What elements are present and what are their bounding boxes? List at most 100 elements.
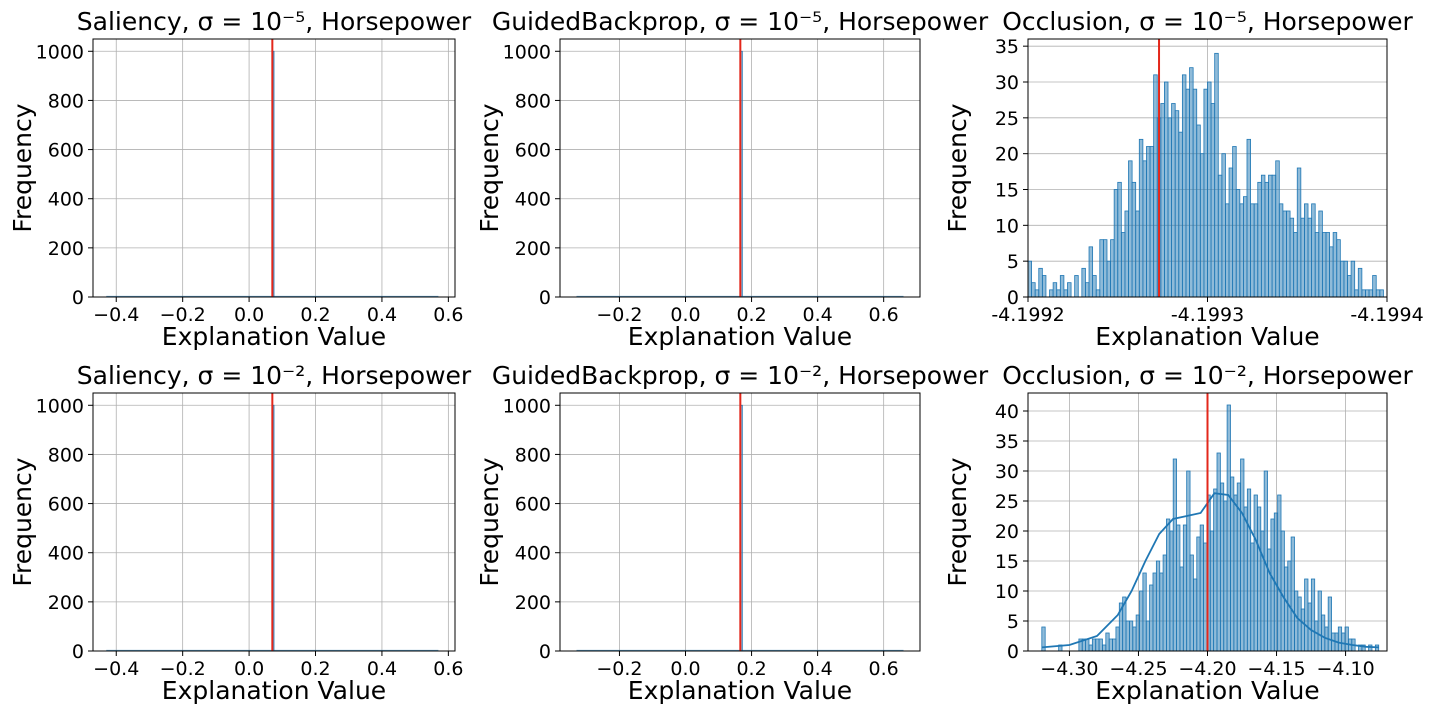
y-tick-label: 600 — [515, 140, 551, 162]
histogram-bar — [1112, 638, 1117, 652]
histogram-bar — [1162, 554, 1167, 652]
histogram-bar — [1142, 572, 1147, 652]
histogram-bar — [1124, 210, 1129, 298]
histogram-bar — [1317, 590, 1322, 652]
y-tick-label: 800 — [515, 444, 551, 466]
histogram-bar — [1152, 572, 1157, 652]
histogram-bar — [1088, 644, 1093, 652]
histogram-bar — [1246, 488, 1252, 652]
histogram-bar — [1225, 203, 1230, 298]
histogram-bar — [1357, 267, 1363, 298]
axes-frame — [559, 38, 921, 298]
histogram-bar — [1128, 160, 1133, 298]
y-tick-label: 0 — [72, 287, 84, 309]
histogram-bar — [1085, 638, 1090, 652]
histogram-bar — [1132, 626, 1137, 652]
histogram-bar — [1321, 614, 1326, 652]
y-tick-label: 600 — [515, 494, 551, 516]
histogram-bar — [1196, 536, 1201, 652]
x-tick-label: −4.10 — [1316, 658, 1374, 680]
y-tick-label: 35 — [995, 431, 1019, 453]
histogram-bar — [1185, 88, 1190, 298]
histogram-bar — [1167, 117, 1173, 298]
y-tick-label: 0 — [539, 287, 551, 309]
y-tick-label: 5 — [1007, 251, 1019, 273]
histogram-bar — [1271, 174, 1277, 298]
histogram-bar — [1286, 210, 1291, 298]
histogram-bar — [1343, 260, 1348, 298]
histogram-bar — [1142, 160, 1147, 298]
histogram-bar — [1125, 620, 1130, 652]
histogram-bar — [1176, 524, 1181, 652]
histogram-bar — [1174, 110, 1180, 298]
histogram-bar — [1240, 458, 1245, 652]
histogram-bar — [1210, 103, 1216, 298]
y-axis-label: Frequency — [475, 457, 504, 586]
histogram-bar — [1102, 239, 1108, 298]
histogram-bar — [1115, 626, 1120, 652]
histogram-bar — [1120, 232, 1126, 298]
subplot-title: Occlusion, σ = 10⁻², Horsepower — [1002, 361, 1413, 390]
histogram-bar — [1169, 530, 1174, 652]
y-tick-label: 400 — [515, 543, 551, 565]
x-tick-label: 0.0 — [234, 304, 264, 326]
x-tick-label: 0.2 — [736, 304, 766, 326]
x-tick-label: −4.30 — [1040, 658, 1098, 680]
y-tick-label: 1000 — [503, 395, 551, 417]
histogram-bar — [1365, 289, 1370, 298]
histogram-bar — [1192, 88, 1198, 298]
histogram-bar — [1278, 203, 1284, 298]
y-axis-label: Frequency — [8, 103, 37, 232]
x-tick-label: 0.0 — [234, 658, 264, 680]
histogram-bar — [1085, 282, 1090, 298]
histogram-bar — [1321, 232, 1327, 298]
x-tick-label: 0.2 — [736, 658, 766, 680]
y-tick-label: 600 — [48, 494, 84, 516]
histogram-bar — [1131, 181, 1137, 298]
histogram-bar — [1268, 174, 1273, 298]
histogram-bar — [1149, 584, 1154, 652]
histogram-bar — [1257, 506, 1262, 652]
histogram-bar — [1296, 167, 1302, 298]
histogram-bar — [1166, 518, 1171, 652]
histogram-bar — [1199, 524, 1204, 652]
histogram-bar — [1178, 131, 1183, 298]
subplot-5: −0.2 0.0 0.2 0.4 0.6 0 200 400 600 800 1000 GuidedB… — [475, 361, 989, 705]
y-tick-label: 35 — [995, 36, 1019, 58]
histogram-bar — [1361, 289, 1366, 298]
y-tick-label: 800 — [48, 90, 84, 112]
histogram-bar — [1350, 260, 1356, 298]
y-tick-label: 400 — [48, 189, 84, 211]
kde-curve — [1041, 492, 1379, 649]
y-tick-label: 1000 — [36, 395, 84, 417]
histogram-bar — [1221, 153, 1226, 298]
y-tick-label: 10 — [995, 215, 1019, 237]
y-tick-label: 200 — [515, 592, 551, 614]
x-tick-label: −0.2 — [160, 304, 206, 326]
histogram-bar — [1253, 203, 1259, 298]
x-tick-label: −0.2 — [160, 658, 206, 680]
x-tick-label: −4.20 — [1178, 658, 1236, 680]
histogram-bar — [1110, 239, 1115, 298]
histogram-bar — [1213, 488, 1218, 652]
histogram-bar — [1049, 289, 1054, 298]
histogram-bar — [1186, 470, 1191, 652]
axes-frame — [559, 392, 921, 652]
histogram-bar — [1239, 203, 1244, 298]
histogram-bar — [1293, 232, 1298, 298]
x-tick-label: 0.4 — [367, 304, 397, 326]
histogram-bar — [1300, 608, 1305, 652]
histogram-bar — [1108, 638, 1113, 652]
y-tick-label: 200 — [515, 238, 551, 260]
histogram-bar — [1228, 167, 1234, 298]
histogram-bar — [1155, 560, 1161, 652]
histogram-bar — [1368, 289, 1374, 298]
histogram-bar — [1304, 203, 1309, 298]
histogram-bar — [1289, 217, 1295, 298]
subplot-6: −4.30 −4.25 −4.20 −4.15 −4.10 0 5 10 15 20 25 30 35 4… — [943, 361, 1414, 705]
histogram-bar — [1344, 626, 1349, 652]
histogram-bar — [1336, 239, 1341, 298]
histogram-bar — [1106, 260, 1111, 298]
histogram-bar — [1232, 146, 1237, 298]
